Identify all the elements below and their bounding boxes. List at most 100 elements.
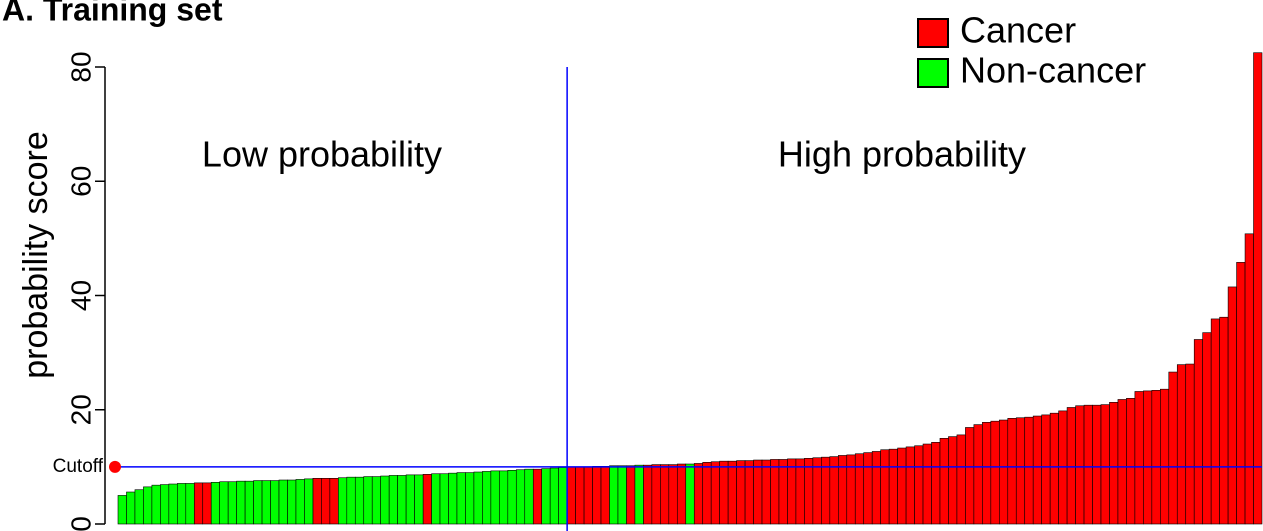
bar: [380, 475, 390, 525]
bar: [363, 476, 373, 525]
bar: [549, 467, 559, 525]
bar: [473, 471, 483, 525]
bar: [761, 459, 771, 525]
bar: [592, 466, 602, 525]
bar: [490, 470, 500, 525]
bar: [1134, 391, 1144, 525]
bar: [939, 438, 949, 525]
bar: [880, 449, 890, 525]
bar: [1210, 318, 1220, 525]
bar: [448, 472, 458, 525]
bar: [524, 468, 534, 525]
bar: [1193, 339, 1203, 525]
bar: [1253, 52, 1263, 525]
bar: [1007, 418, 1017, 525]
legend-swatch: [917, 58, 949, 88]
bar: [1202, 332, 1212, 525]
bar: [278, 479, 288, 525]
bar: [532, 468, 543, 525]
legend-label: Cancer: [960, 10, 1076, 51]
bar: [456, 472, 466, 525]
bar: [990, 420, 1000, 525]
bar: [1109, 402, 1119, 525]
bar: [1168, 371, 1178, 525]
bar: [1236, 262, 1246, 525]
bar: [922, 443, 932, 525]
y-tick-label: 40: [65, 280, 96, 311]
bar: [244, 480, 254, 525]
bar: [778, 459, 788, 525]
bar: [905, 446, 915, 525]
bar: [541, 468, 551, 525]
bar: [575, 466, 585, 525]
bar: [685, 463, 695, 525]
bar: [948, 436, 958, 525]
bar: [1160, 388, 1170, 525]
bar: [626, 465, 636, 525]
bar: [897, 447, 907, 525]
bar: [956, 434, 966, 525]
bar: [854, 453, 865, 525]
bar: [643, 464, 653, 525]
bar: [329, 477, 339, 525]
bar: [177, 483, 187, 525]
bar: [1024, 416, 1034, 525]
bar: [719, 460, 729, 525]
bar: [787, 458, 797, 525]
bar: [982, 422, 992, 525]
bar: [388, 475, 398, 525]
legend-swatch: [917, 18, 949, 48]
bar: [914, 445, 924, 525]
bar: [439, 473, 449, 525]
bar: [193, 482, 204, 525]
bar: [702, 462, 712, 525]
bar: [312, 477, 322, 525]
bar: [1075, 405, 1085, 525]
bar: [414, 474, 424, 525]
bar: [1244, 233, 1254, 525]
bar: [1185, 363, 1195, 525]
bar: [1032, 415, 1042, 525]
bar: [634, 464, 644, 525]
bar: [321, 477, 331, 525]
bar: [753, 459, 763, 525]
y-tick-label: 80: [65, 51, 96, 82]
bar: [931, 442, 941, 525]
bar: [219, 481, 229, 525]
bar: [1041, 414, 1051, 525]
bar: [804, 458, 814, 525]
bar: [168, 483, 178, 525]
legend-label: Non-cancer: [960, 50, 1146, 91]
bar: [236, 480, 246, 525]
bar: [558, 467, 568, 525]
cutoff-marker: [109, 460, 121, 473]
bar: [837, 455, 848, 525]
bar: [736, 460, 746, 525]
bar: [863, 452, 873, 525]
bar: [1049, 412, 1059, 525]
cutoff-label: Cutoff: [53, 456, 104, 477]
bar: [1176, 364, 1187, 525]
bar: [770, 459, 780, 525]
bar: [507, 470, 517, 525]
bar: [202, 482, 212, 525]
bar: [846, 454, 856, 525]
bar: [812, 457, 822, 525]
bar: [660, 464, 670, 525]
bar: [261, 480, 271, 525]
bar: [600, 466, 610, 525]
bar: [253, 480, 263, 525]
bar: [499, 470, 509, 525]
bar: [1066, 407, 1076, 525]
bar: [1151, 390, 1161, 525]
bar: [117, 495, 127, 525]
bar: [431, 473, 441, 525]
bar: [617, 465, 627, 525]
y-tick-label: 60: [65, 166, 96, 197]
y-axis-label: probability score: [17, 131, 55, 379]
bar: [134, 489, 144, 525]
bar: [354, 476, 365, 525]
bar: [744, 460, 754, 525]
bar: [1083, 404, 1093, 525]
bar: [1219, 316, 1229, 525]
